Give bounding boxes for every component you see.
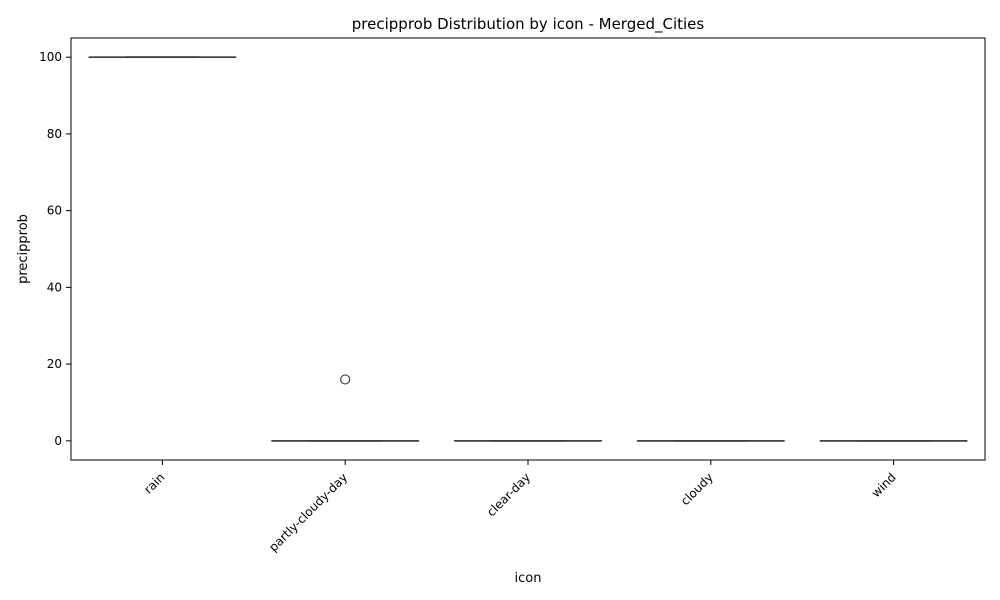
y-axis-label: precipprob — [16, 214, 31, 284]
y-axis: 0 20 40 60 80 100 — [39, 50, 71, 448]
y-tick-label-80: 80 — [47, 127, 62, 141]
x-tick-label-clear-day: clear-day — [484, 470, 533, 519]
box-partly-cloudy-day — [271, 374, 420, 442]
outlier-point — [340, 374, 351, 385]
plot-frame — [70, 37, 986, 461]
x-tick-label-rain: rain — [141, 470, 167, 496]
y-tick-label-40: 40 — [47, 280, 62, 294]
x-axis: rain partly-cloudy-day clear-day cloudy wind — [141, 460, 899, 554]
y-tick-label-0: 0 — [54, 434, 62, 448]
x-tick-label-cloudy: cloudy — [678, 470, 716, 508]
y-tick-label-100: 100 — [39, 50, 62, 64]
x-tick-label-partly-cloudy-day: partly-cloudy-day — [266, 470, 350, 554]
chart-title: precipprob Distribution by icon - Merged… — [352, 15, 705, 34]
y-tick-label-60: 60 — [47, 204, 62, 218]
x-tick-label-wind: wind — [869, 470, 899, 500]
y-tick-label-20: 20 — [47, 357, 62, 371]
plot-area — [88, 56, 968, 442]
x-axis-label: icon — [515, 571, 542, 586]
